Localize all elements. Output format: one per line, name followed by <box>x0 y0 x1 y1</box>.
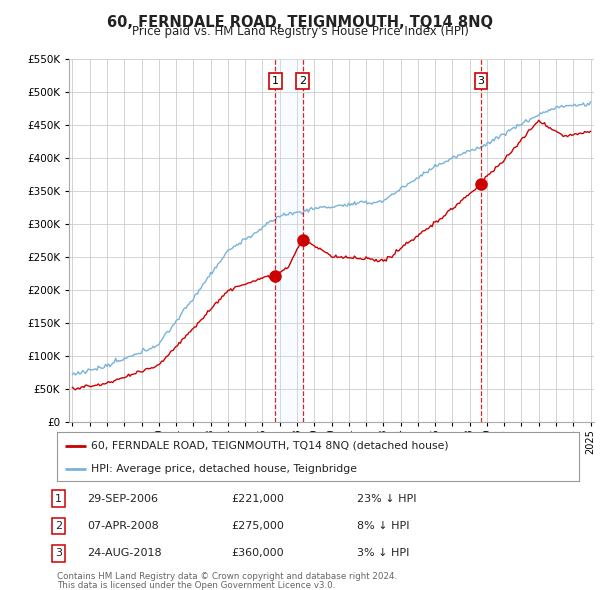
Text: 07-APR-2008: 07-APR-2008 <box>87 522 159 531</box>
Text: 8% ↓ HPI: 8% ↓ HPI <box>357 522 409 531</box>
Text: 1: 1 <box>272 76 279 86</box>
Text: 23% ↓ HPI: 23% ↓ HPI <box>357 494 416 503</box>
Text: £221,000: £221,000 <box>231 494 284 503</box>
Text: This data is licensed under the Open Government Licence v3.0.: This data is licensed under the Open Gov… <box>57 581 335 590</box>
Text: 24-AUG-2018: 24-AUG-2018 <box>87 549 161 558</box>
Text: 3% ↓ HPI: 3% ↓ HPI <box>357 549 409 558</box>
Text: 1: 1 <box>55 494 62 503</box>
Text: 29-SEP-2006: 29-SEP-2006 <box>87 494 158 503</box>
Text: £275,000: £275,000 <box>231 522 284 531</box>
Text: 60, FERNDALE ROAD, TEIGNMOUTH, TQ14 8NQ: 60, FERNDALE ROAD, TEIGNMOUTH, TQ14 8NQ <box>107 15 493 30</box>
Text: 2: 2 <box>55 522 62 531</box>
Text: 60, FERNDALE ROAD, TEIGNMOUTH, TQ14 8NQ (detached house): 60, FERNDALE ROAD, TEIGNMOUTH, TQ14 8NQ … <box>91 441 449 451</box>
Text: 3: 3 <box>55 549 62 558</box>
Text: 2: 2 <box>299 76 306 86</box>
Text: HPI: Average price, detached house, Teignbridge: HPI: Average price, detached house, Teig… <box>91 464 357 474</box>
Bar <box>275 59 303 422</box>
Text: Contains HM Land Registry data © Crown copyright and database right 2024.: Contains HM Land Registry data © Crown c… <box>57 572 397 581</box>
Text: Price paid vs. HM Land Registry's House Price Index (HPI): Price paid vs. HM Land Registry's House … <box>131 25 469 38</box>
Text: 3: 3 <box>478 76 485 86</box>
Text: £360,000: £360,000 <box>231 549 284 558</box>
